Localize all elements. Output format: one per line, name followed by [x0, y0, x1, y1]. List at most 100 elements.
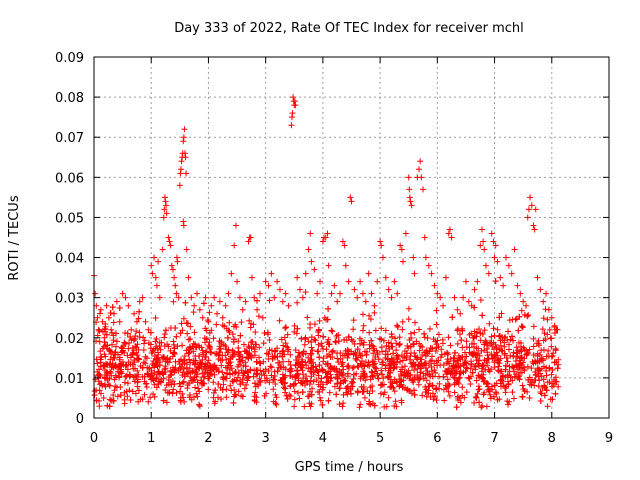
data-point — [179, 372, 186, 379]
data-point — [253, 358, 260, 365]
data-point — [108, 329, 115, 336]
data-point — [443, 385, 450, 392]
data-point — [414, 372, 421, 379]
data-point — [307, 230, 314, 237]
data-point — [177, 170, 184, 177]
data-point — [446, 392, 453, 399]
data-point — [497, 342, 504, 349]
data-point — [351, 286, 358, 293]
data-point — [360, 341, 367, 348]
data-point — [149, 270, 156, 277]
data-point — [246, 344, 253, 351]
data-point — [401, 363, 408, 370]
data-point — [92, 290, 99, 297]
data-point — [455, 375, 462, 382]
data-point — [260, 340, 267, 347]
data-point — [196, 401, 203, 408]
data-point — [449, 314, 456, 321]
data-point — [317, 397, 324, 404]
y-tick-label: 0.09 — [55, 51, 84, 66]
data-point — [388, 294, 395, 301]
data-point — [239, 393, 246, 400]
data-point — [291, 98, 298, 105]
data-point — [314, 348, 321, 355]
data-point — [406, 194, 413, 201]
data-point — [223, 386, 230, 393]
data-point — [131, 359, 138, 366]
x-axis-label: GPS time / hours — [295, 460, 404, 475]
data-point — [481, 246, 488, 253]
data-point — [164, 356, 171, 363]
data-point — [417, 369, 424, 376]
data-point — [296, 395, 303, 402]
data-point — [301, 341, 308, 348]
data-point — [520, 298, 527, 305]
data-point — [166, 238, 173, 245]
data-point — [167, 367, 174, 374]
data-point — [496, 396, 503, 403]
data-point — [319, 238, 326, 245]
data-point — [273, 401, 280, 408]
data-point — [250, 321, 257, 328]
data-point — [94, 314, 101, 321]
data-point — [544, 379, 551, 386]
data-point — [202, 294, 209, 301]
data-point — [127, 354, 134, 361]
data-point — [245, 373, 252, 380]
x-tick-label: 5 — [376, 431, 384, 446]
data-point — [518, 307, 525, 314]
data-point — [165, 234, 172, 241]
data-point — [295, 349, 302, 356]
y-axis-label: ROTI / TECUs — [7, 195, 22, 280]
data-point — [102, 342, 109, 349]
data-point — [156, 371, 163, 378]
data-point — [530, 335, 537, 342]
data-point — [302, 334, 309, 341]
data-point — [354, 346, 361, 353]
data-point — [490, 238, 497, 245]
data-point — [528, 202, 535, 209]
data-point — [278, 379, 285, 386]
data-point — [548, 371, 555, 378]
data-point — [503, 254, 509, 261]
data-point — [245, 355, 252, 362]
data-point — [359, 311, 366, 318]
data-point — [334, 298, 341, 305]
data-point — [183, 170, 190, 177]
data-point — [496, 346, 503, 353]
data-point — [177, 330, 184, 337]
data-point — [384, 351, 391, 358]
data-point — [265, 282, 272, 289]
data-point — [98, 380, 105, 387]
data-point — [110, 354, 117, 361]
data-point — [102, 353, 109, 360]
data-point — [299, 358, 306, 365]
data-point — [319, 401, 326, 408]
data-point — [313, 377, 320, 384]
data-point — [183, 246, 190, 253]
data-point — [308, 339, 315, 346]
data-point — [302, 359, 309, 366]
y-tick-label: 0.03 — [55, 292, 84, 307]
data-point — [194, 393, 201, 400]
data-point — [143, 384, 150, 391]
data-point — [199, 370, 206, 377]
data-point — [358, 337, 365, 344]
data-point — [518, 347, 525, 354]
data-point — [543, 353, 550, 360]
data-point — [530, 222, 537, 229]
data-point — [240, 341, 247, 348]
data-point — [106, 382, 113, 389]
data-point — [428, 270, 435, 277]
data-point — [135, 387, 142, 394]
data-point — [228, 270, 235, 277]
data-point — [172, 358, 179, 365]
data-point — [347, 194, 354, 201]
data-point — [345, 351, 352, 358]
data-point — [256, 377, 263, 384]
data-point — [219, 314, 226, 321]
data-point — [478, 368, 485, 375]
data-point — [170, 298, 177, 305]
data-point — [326, 341, 333, 348]
data-point — [282, 379, 289, 386]
